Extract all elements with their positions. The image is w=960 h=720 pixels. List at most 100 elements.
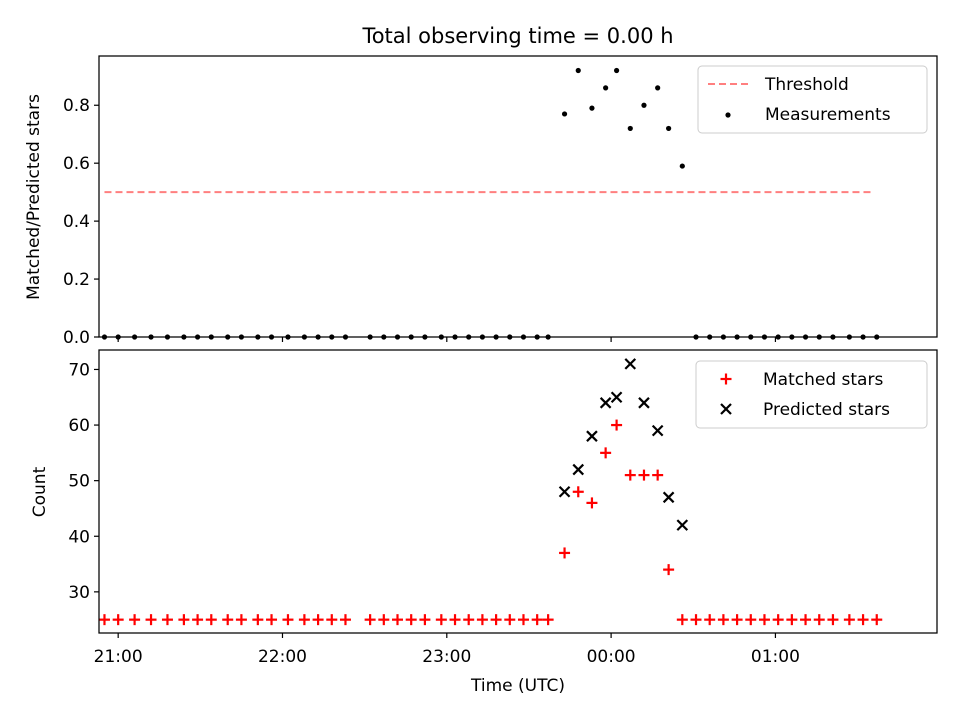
matched-star-marker <box>312 614 324 626</box>
top-panel: 0.00.20.40.60.8 Matched/Predicted stars … <box>24 55 938 348</box>
matched-star-marker <box>572 486 584 498</box>
top-y-axis-label: Matched/Predicted stars <box>24 94 44 300</box>
bottom-axes-frame <box>98 349 938 634</box>
matched-star-marker <box>690 614 702 626</box>
matched-star-marker <box>542 614 554 626</box>
matched-star-marker <box>435 614 447 626</box>
bottom-y-tick-label: 30 <box>68 583 90 603</box>
bottom-y-tick-label: 40 <box>68 527 90 547</box>
matched-star-marker <box>405 614 417 626</box>
matched-star-marker <box>449 614 461 626</box>
measurement-point <box>561 111 568 117</box>
matched-star-marker <box>282 614 294 626</box>
matched-star-marker <box>800 614 812 626</box>
matched-star-marker <box>98 614 110 626</box>
matched-star-marker <box>786 614 798 626</box>
legend-threshold-label: Threshold <box>764 75 849 95</box>
matched-star-marker <box>463 614 475 626</box>
x-axis-label: Time (UTC) <box>470 676 565 696</box>
measurement-point <box>603 85 609 91</box>
bottom-legend: Matched stars Predicted stars <box>695 360 928 429</box>
bottom-y-tick-label: 50 <box>68 472 90 492</box>
matched-star-marker <box>758 614 770 626</box>
predicted-star-marker <box>599 397 612 409</box>
legend-matched-swatch <box>720 373 732 385</box>
legend-matched-marker <box>720 373 732 385</box>
matched-star-marker <box>490 614 502 626</box>
matched-star-marker <box>772 614 784 626</box>
matched-star-marker <box>326 614 338 626</box>
bottom-axis-ticks: 30 40 50 60 70 21:00 22:00 23:00 00:00 01:00 <box>68 360 800 667</box>
predicted-star-marker <box>572 463 585 476</box>
top-y-tick-label: 0.2 <box>63 270 90 290</box>
matched-star-marker <box>419 614 431 626</box>
measurement-point <box>589 105 595 111</box>
predicted-star-marker <box>586 430 598 442</box>
matched-star-marker <box>192 614 204 626</box>
predicted-star-marker <box>651 424 664 437</box>
legend-predicted-marker <box>720 403 732 415</box>
bottom-legend-box <box>695 360 928 429</box>
matched-star-marker <box>857 614 869 626</box>
matched-star-marker <box>704 614 716 626</box>
matched-star-marker <box>145 614 157 626</box>
predicted-star-marker <box>558 486 571 498</box>
top-axis-ticks: 0.0 0.2 0.4 0.6 0.8 <box>63 96 777 348</box>
matched-star-marker <box>652 469 664 481</box>
bottom-panel: 30 40 50 60 70 21:00 22:00 23:00 00:00 01:00 Coun… <box>30 349 938 696</box>
top-y-tick-label: 0.6 <box>63 154 90 174</box>
matched-star-marker <box>827 614 839 626</box>
legend-measurements-label: Measurements <box>765 105 891 125</box>
matched-star-marker <box>843 614 855 626</box>
matched-star-marker <box>161 614 173 626</box>
matched-star-marker <box>745 614 757 626</box>
matched-star-marker <box>364 614 376 626</box>
x-tick-label: 23:00 <box>422 647 471 667</box>
predicted-star-marker <box>624 358 637 370</box>
measurement-point <box>666 125 672 132</box>
measurement-point <box>613 67 620 74</box>
matched-star-marker <box>517 614 529 626</box>
matched-star-marker <box>178 614 190 626</box>
matched-star-marker <box>129 614 141 626</box>
x-tick-label: 22:00 <box>258 647 307 667</box>
chart-title: Total observing time = 0.00 h <box>361 24 673 48</box>
matched-star-marker <box>611 419 623 431</box>
matched-star-marker <box>663 564 675 576</box>
matched-star-marker <box>266 614 278 626</box>
measurement-point <box>575 67 581 74</box>
bottom-y-tick-label: 60 <box>68 416 90 436</box>
matched-star-marker <box>112 614 124 626</box>
matched-star-marker <box>476 614 488 626</box>
matched-star-marker <box>298 614 310 626</box>
predicted-star-marker <box>610 391 623 404</box>
matched-star-marker <box>235 614 247 626</box>
measurement-point <box>641 102 647 108</box>
matched-star-marker <box>731 614 743 626</box>
measurement-point <box>679 163 685 169</box>
top-y-tick-label: 0.0 <box>63 328 90 348</box>
matched-star-marker <box>339 614 351 626</box>
top-y-tick-label: 0.8 <box>63 96 90 116</box>
matched-star-marker <box>717 614 729 626</box>
x-tick-label: 01:00 <box>751 647 800 667</box>
x-tick-label: 00:00 <box>587 647 636 667</box>
matched-star-marker <box>252 614 264 626</box>
matched-star-marker <box>600 447 612 459</box>
bottom-plot-marks <box>98 358 883 626</box>
measurement-point <box>627 125 633 132</box>
matched-star-marker <box>504 614 516 626</box>
matched-star-marker <box>531 614 543 626</box>
legend-matched-label: Matched stars <box>763 370 883 390</box>
matched-star-marker <box>222 614 234 626</box>
matched-star-marker <box>638 469 650 481</box>
measurement-point <box>655 85 661 91</box>
bottom-y-axis-label: Count <box>30 466 50 517</box>
legend-predicted-swatch <box>720 403 732 415</box>
top-axes-frame <box>98 55 938 338</box>
predicted-star-marker <box>676 519 689 531</box>
top-y-tick-label: 0.4 <box>63 212 90 232</box>
predicted-star-marker <box>662 491 675 504</box>
